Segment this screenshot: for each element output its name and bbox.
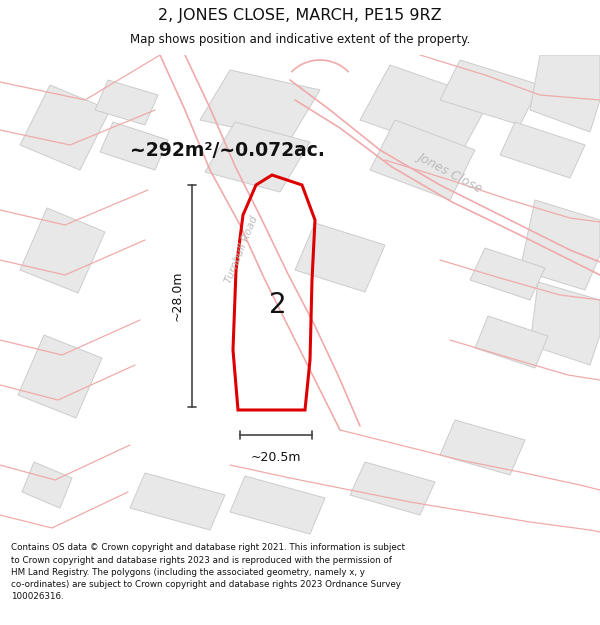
Polygon shape (360, 65, 490, 155)
Polygon shape (230, 476, 325, 534)
Polygon shape (440, 420, 525, 475)
Polygon shape (370, 120, 475, 200)
Polygon shape (20, 208, 105, 293)
Polygon shape (95, 80, 158, 125)
Polygon shape (130, 473, 225, 530)
Text: ~28.0m: ~28.0m (171, 271, 184, 321)
Polygon shape (520, 200, 600, 290)
Polygon shape (530, 55, 600, 132)
Text: 2, JONES CLOSE, MARCH, PE15 9RZ: 2, JONES CLOSE, MARCH, PE15 9RZ (158, 8, 442, 23)
Polygon shape (20, 85, 110, 170)
Text: 2: 2 (269, 291, 287, 319)
Polygon shape (475, 316, 548, 368)
Polygon shape (295, 223, 385, 292)
Text: ~20.5m: ~20.5m (251, 451, 301, 464)
Polygon shape (470, 248, 545, 300)
Text: ~292m²/~0.072ac.: ~292m²/~0.072ac. (130, 141, 325, 159)
Polygon shape (350, 462, 435, 515)
Polygon shape (200, 70, 320, 140)
Text: Contains OS data © Crown copyright and database right 2021. This information is : Contains OS data © Crown copyright and d… (11, 543, 405, 601)
Polygon shape (100, 122, 168, 170)
Polygon shape (205, 122, 310, 192)
Polygon shape (22, 462, 72, 508)
Text: Jones Close: Jones Close (415, 149, 485, 194)
Polygon shape (500, 122, 585, 178)
Text: Map shows position and indicative extent of the property.: Map shows position and indicative extent… (130, 33, 470, 46)
Polygon shape (18, 335, 102, 418)
Polygon shape (440, 60, 540, 125)
Polygon shape (530, 282, 600, 365)
Text: Turnbull Road: Turnbull Road (224, 215, 260, 285)
